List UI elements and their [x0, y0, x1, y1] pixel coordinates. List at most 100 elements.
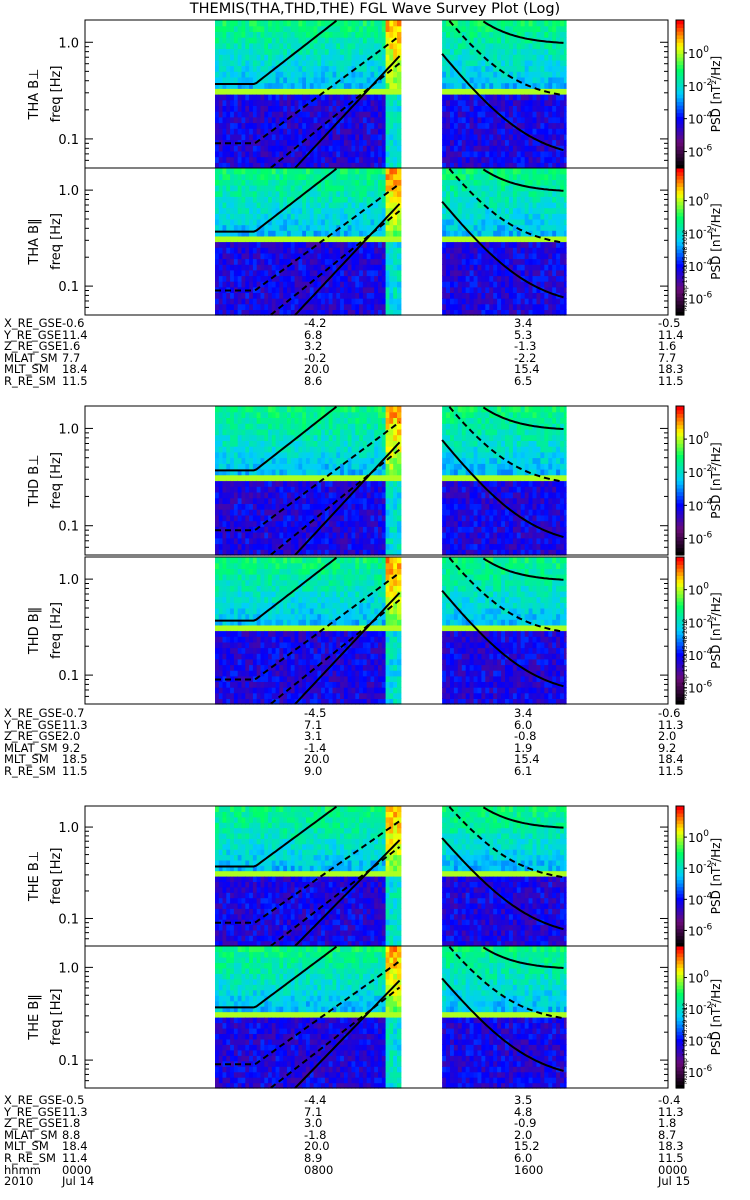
heatmap-cell — [324, 303, 330, 310]
heatmap-cells — [215, 406, 567, 556]
heatmap-cell — [378, 185, 383, 192]
heatmap-cell — [275, 286, 280, 293]
heatmap-cell — [249, 94, 254, 101]
heatmap-cell — [324, 94, 330, 101]
heatmap-cell — [233, 185, 239, 192]
heatmap-cell — [351, 218, 356, 226]
heatmap-cell — [268, 275, 273, 282]
heatmap-cell — [233, 145, 239, 152]
heatmap-cell — [505, 139, 510, 146]
heatmap-cell — [446, 82, 451, 89]
heatmap-cell — [264, 213, 269, 220]
heatmap-cell — [385, 54, 390, 61]
heatmap-cell — [389, 116, 394, 124]
heatmap-cell — [298, 549, 303, 556]
heatmap-cell — [351, 94, 356, 101]
heatmap-cell — [321, 145, 326, 152]
heatmap-cell — [264, 514, 269, 522]
heatmap-cell — [321, 201, 326, 209]
heatmap-cell — [501, 230, 506, 237]
heatmap-cell — [237, 309, 243, 316]
heatmap-cell — [442, 150, 447, 158]
heatmap-cell — [237, 31, 243, 38]
heatmap-cell — [222, 526, 227, 533]
heatmap-cell — [446, 94, 451, 101]
heatmap-cell — [560, 179, 565, 186]
heatmap-cell — [489, 65, 494, 72]
heatmap-cell — [252, 122, 258, 129]
heatmap-cell — [283, 298, 288, 305]
heatmap-cell — [279, 509, 284, 516]
heatmap-cell — [552, 286, 557, 293]
heatmap-cell — [256, 258, 262, 265]
heatmap-cell — [508, 122, 514, 129]
heatmap-cell — [532, 218, 537, 226]
heatmap-cell — [241, 133, 246, 141]
heatmap-cell — [351, 128, 356, 135]
heatmap-cell — [283, 480, 288, 487]
heatmap-cell — [332, 196, 337, 203]
heatmap-cell — [362, 99, 368, 106]
heatmap-cell — [497, 286, 502, 293]
heatmap-cell — [512, 207, 518, 214]
heatmap-cell — [275, 116, 280, 124]
heatmap-cell — [294, 94, 299, 101]
heatmap-cell — [324, 218, 330, 226]
heatmap-cell — [520, 162, 526, 169]
heatmap-cell — [256, 196, 262, 203]
heatmap-cell — [524, 298, 530, 305]
colorbar-segment — [676, 45, 684, 51]
heatmap-cell — [465, 145, 471, 152]
heatmap-cell — [473, 168, 479, 175]
heatmap-cell — [245, 549, 250, 556]
heatmap-cell — [497, 139, 502, 146]
heatmap-cell — [473, 230, 479, 237]
heatmap-cell — [497, 292, 502, 299]
heatmap-cell — [268, 463, 273, 470]
heatmap-cell — [536, 286, 541, 293]
heatmap-cell — [302, 258, 307, 265]
heatmap-cell — [540, 218, 545, 226]
heatmap-cell — [378, 31, 383, 38]
heatmap-cell — [351, 241, 356, 248]
heatmap-cell — [294, 122, 299, 129]
heatmap-cell — [260, 428, 265, 436]
heatmap-cell — [355, 71, 360, 78]
heatmap-cell — [275, 150, 280, 158]
heatmap-cell — [343, 65, 349, 72]
heatmap-cell — [501, 94, 506, 101]
heatmap-cell — [298, 469, 303, 476]
heatmap-cell — [536, 196, 541, 203]
heatmap-cell — [536, 145, 541, 152]
heatmap-cell — [378, 65, 383, 72]
heatmap-cell — [275, 156, 280, 163]
heatmap-cell — [271, 54, 277, 61]
heatmap-cell — [264, 168, 269, 175]
heatmap-cell — [336, 156, 341, 163]
heatmap-cell — [340, 116, 345, 124]
heatmap-cell — [381, 281, 387, 288]
heatmap-cell — [374, 185, 379, 192]
heatmap-cell — [218, 423, 224, 430]
heatmap-cell — [560, 65, 565, 72]
heatmap-cell — [512, 42, 518, 50]
heatmap-cell — [332, 59, 337, 67]
heatmap-cell — [536, 218, 541, 226]
heatmap-cell — [564, 122, 567, 129]
heatmap-cell — [226, 292, 231, 299]
heatmap-cell — [237, 116, 243, 124]
heatmap-cell — [309, 235, 315, 243]
heatmap-cell — [540, 122, 545, 129]
heatmap-cell — [347, 196, 353, 203]
heatmap-cell — [294, 509, 299, 516]
heatmap-cell — [556, 162, 561, 169]
heatmap-cell — [264, 492, 269, 499]
heatmap-cell — [317, 235, 322, 243]
heatmap-cell — [309, 139, 315, 146]
heatmap-cell — [489, 48, 494, 55]
heatmap-cell — [485, 88, 490, 95]
heatmap-cell — [271, 201, 277, 209]
heatmap-cell — [260, 99, 265, 106]
heatmap-cell — [378, 59, 383, 67]
heatmap-cell — [237, 457, 243, 464]
